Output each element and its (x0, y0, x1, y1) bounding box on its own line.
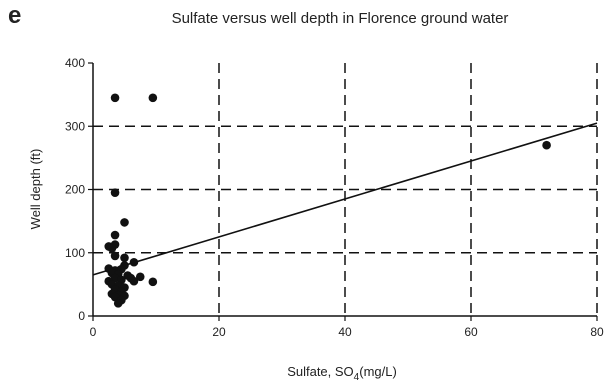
x-tick-label: 0 (90, 325, 97, 339)
data-point (148, 277, 158, 287)
y-axis-label: Well depth (ft) (28, 149, 43, 230)
data-point (120, 253, 129, 263)
x-axis-label-main: Sulfate, SO (287, 364, 353, 379)
y-tick-label: 100 (65, 246, 85, 260)
x-axis-label: Sulfate, SO4(mg/L) (287, 364, 397, 383)
data-point (110, 230, 120, 240)
data-point (113, 299, 123, 308)
x-tick-label: 40 (338, 325, 352, 339)
panel-letter: e (8, 2, 22, 29)
data-point (129, 257, 139, 267)
data-point (129, 276, 139, 286)
data-point (120, 218, 129, 227)
data-point (110, 251, 120, 261)
data-point (148, 93, 158, 103)
y-tick-label: 200 (65, 183, 85, 197)
trend-line (92, 122, 598, 276)
data-point (110, 93, 120, 103)
y-tick-label: 0 (78, 309, 85, 323)
data-point (135, 272, 145, 282)
grid-lines (93, 63, 598, 316)
x-tick-label: 20 (212, 325, 226, 339)
data-point (107, 244, 117, 253)
data-point (110, 188, 120, 197)
y-tick-label: 400 (65, 56, 85, 70)
data-points (104, 93, 551, 308)
x-tick-label: 80 (590, 325, 604, 339)
y-tick-label: 300 (65, 119, 85, 133)
chart-title: Sulfate versus well depth in Florence gr… (171, 10, 509, 27)
tick-labels: 0 100 200 300 400 0 20 40 60 80 (65, 56, 604, 339)
trendline (92, 122, 598, 276)
x-tick-label: 60 (464, 325, 478, 339)
x-axis-label-unit: (mg/L) (359, 364, 397, 379)
data-point (542, 140, 551, 150)
x-axis-label-subscript: 4 (354, 372, 360, 383)
